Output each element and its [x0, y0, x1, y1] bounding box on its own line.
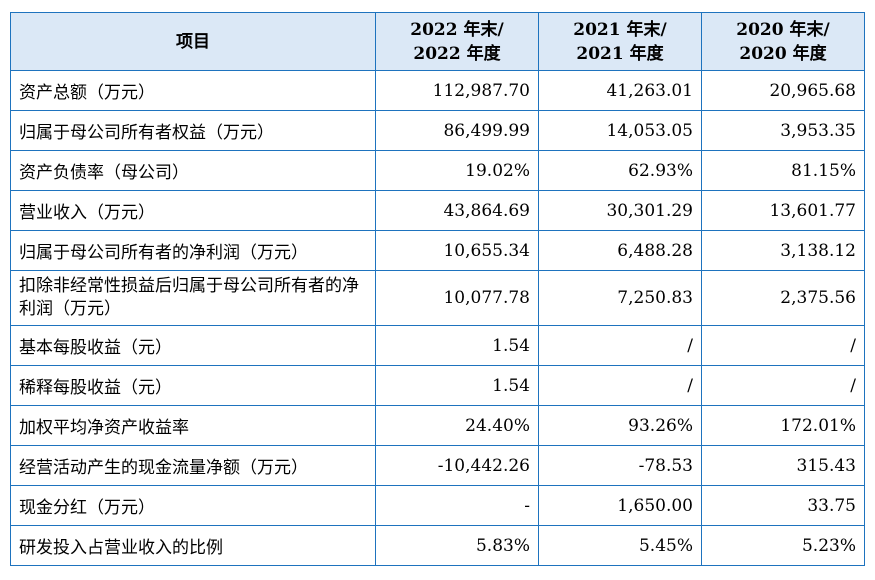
- cell-2020: 172.01%: [701, 405, 865, 446]
- row-label: 经营活动产生的现金流量净额（万元）: [10, 445, 376, 486]
- cell-2020: /: [701, 325, 865, 366]
- cell-2022: 112,987.70: [375, 70, 539, 111]
- cell-2022: -: [375, 485, 539, 526]
- table-row: 归属于母公司所有者权益（万元） 86,499.99 14,053.05 3,95…: [10, 110, 865, 151]
- cell-2020: 5.23%: [701, 525, 865, 566]
- cell-2022: 1.54: [375, 365, 539, 406]
- table-row: 营业收入（万元） 43,864.69 30,301.29 13,601.77: [10, 190, 865, 231]
- cell-2022: 86,499.99: [375, 110, 539, 151]
- table-row: 资产总额（万元） 112,987.70 41,263.01 20,965.68: [10, 70, 865, 111]
- table-body: 资产总额（万元） 112,987.70 41,263.01 20,965.68 …: [10, 70, 865, 566]
- cell-2022: -10,442.26: [375, 445, 539, 486]
- header-row: 项目 2022 年末/ 2022 年度 2021 年末/ 2021 年度 202…: [10, 12, 865, 71]
- cell-2021: 62.93%: [538, 150, 702, 191]
- table-row: 扣除非经常性损益后归属于母公司所有者的净利润（万元） 10,077.78 7,2…: [10, 270, 865, 326]
- cell-2020: 2,375.56: [701, 270, 865, 326]
- cell-2022: 19.02%: [375, 150, 539, 191]
- cell-2021: 5.45%: [538, 525, 702, 566]
- cell-2022: 5.83%: [375, 525, 539, 566]
- row-label: 归属于母公司所有者权益（万元）: [10, 110, 376, 151]
- cell-2020: 13,601.77: [701, 190, 865, 231]
- cell-2020: 81.15%: [701, 150, 865, 191]
- cell-2021: 14,053.05: [538, 110, 702, 151]
- row-label: 资产总额（万元）: [10, 70, 376, 111]
- table-row: 基本每股收益（元） 1.54 / /: [10, 325, 865, 366]
- cell-2020: 3,138.12: [701, 230, 865, 271]
- cell-2021: 41,263.01: [538, 70, 702, 111]
- cell-2021: -78.53: [538, 445, 702, 486]
- cell-2022: 1.54: [375, 325, 539, 366]
- row-label: 资产负债率（母公司）: [10, 150, 376, 191]
- cell-2020: /: [701, 365, 865, 406]
- row-label: 加权平均净资产收益率: [10, 405, 376, 446]
- cell-2020: 20,965.68: [701, 70, 865, 111]
- cell-2021: /: [538, 365, 702, 406]
- table-row: 研发投入占营业收入的比例 5.83% 5.45% 5.23%: [10, 525, 865, 566]
- cell-2022: 43,864.69: [375, 190, 539, 231]
- cell-2021: 7,250.83: [538, 270, 702, 326]
- table-row: 归属于母公司所有者的净利润（万元） 10,655.34 6,488.28 3,1…: [10, 230, 865, 271]
- cell-2021: /: [538, 325, 702, 366]
- row-label: 稀释每股收益（元）: [10, 365, 376, 406]
- header-2020: 2020 年末/ 2020 年度: [701, 12, 865, 71]
- row-label: 基本每股收益（元）: [10, 325, 376, 366]
- row-label: 扣除非经常性损益后归属于母公司所有者的净利润（万元）: [10, 270, 376, 326]
- cell-2022: 10,077.78: [375, 270, 539, 326]
- header-item: 项目: [10, 12, 376, 71]
- cell-2022: 10,655.34: [375, 230, 539, 271]
- header-2021: 2021 年末/ 2021 年度: [538, 12, 702, 71]
- cell-2022: 24.40%: [375, 405, 539, 446]
- cell-2020: 315.43: [701, 445, 865, 486]
- table-row: 经营活动产生的现金流量净额（万元） -10,442.26 -78.53 315.…: [10, 445, 865, 486]
- cell-2021: 30,301.29: [538, 190, 702, 231]
- table-header: 项目 2022 年末/ 2022 年度 2021 年末/ 2021 年度 202…: [10, 12, 865, 71]
- cell-2021: 1,650.00: [538, 485, 702, 526]
- cell-2020: 3,953.35: [701, 110, 865, 151]
- row-label: 营业收入（万元）: [10, 190, 376, 231]
- table-row: 资产负债率（母公司） 19.02% 62.93% 81.15%: [10, 150, 865, 191]
- cell-2021: 6,488.28: [538, 230, 702, 271]
- row-label: 现金分红（万元）: [10, 485, 376, 526]
- table-row: 稀释每股收益（元） 1.54 / /: [10, 365, 865, 406]
- cell-2020: 33.75: [701, 485, 865, 526]
- table-row: 加权平均净资产收益率 24.40% 93.26% 172.01%: [10, 405, 865, 446]
- header-2022: 2022 年末/ 2022 年度: [375, 12, 539, 71]
- financial-summary-table: 项目 2022 年末/ 2022 年度 2021 年末/ 2021 年度 202…: [10, 12, 865, 566]
- cell-2021: 93.26%: [538, 405, 702, 446]
- row-label: 研发投入占营业收入的比例: [10, 525, 376, 566]
- table-row: 现金分红（万元） - 1,650.00 33.75: [10, 485, 865, 526]
- row-label: 归属于母公司所有者的净利润（万元）: [10, 230, 376, 271]
